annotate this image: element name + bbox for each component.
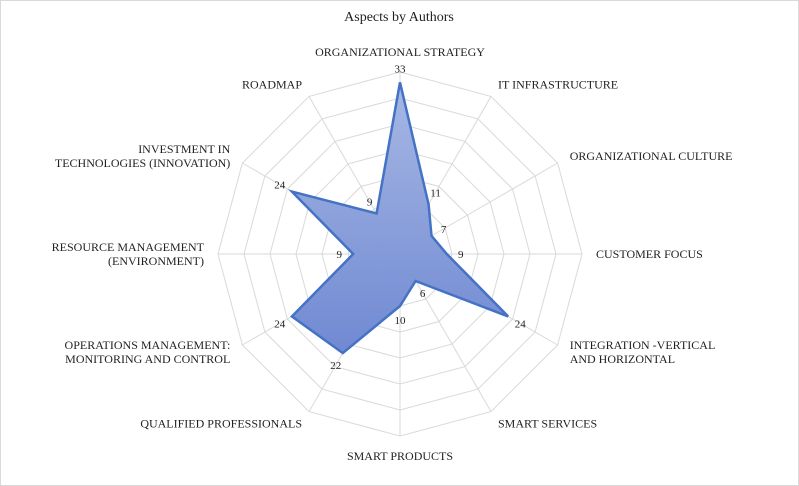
category-label: RESOURCE MANAGEMENT (ENVIRONMENT) [52,240,205,268]
data-label: 9 [367,196,373,208]
data-label: 9 [458,249,464,261]
category-label: OPERATIONS MANAGEMENT: MONITORING AND CON… [65,338,231,366]
value-label-layer: 33 11 7 9 24 6 10 22 24 9 24 9 [274,63,526,372]
data-label: 33 [395,63,407,75]
category-label: CUSTOMER FOCUS [596,247,703,261]
category-label: SMART SERVICES [498,417,597,431]
data-label: 10 [395,315,407,327]
category-label: SMART PRODUCTS [347,449,453,463]
category-label: QUALIFIED PROFESSIONALS [140,417,302,431]
data-label: 24 [274,318,286,330]
category-label-layer: ORGANIZATIONAL STRATEGY IT INFRASTRUCTURE… [52,45,733,463]
series-area [287,82,509,355]
data-label: 7 [441,224,447,236]
category-label: ORGANIZATIONAL CULTURE [570,149,733,163]
category-label: ROADMAP [242,77,302,91]
data-label: 24 [274,180,286,192]
series-layer [287,82,509,355]
category-label: INTEGRATION -VERTICAL AND HORIZONTAL [570,338,716,366]
data-label: 22 [330,360,341,372]
category-label: ORGANIZATIONAL STRATEGY [315,45,485,59]
data-label: 24 [515,318,527,330]
category-label: IT INFRASTRUCTURE [498,77,618,91]
data-label: 6 [420,288,426,300]
chart-title: Aspects by Authors [344,10,454,25]
data-label: 11 [430,187,441,199]
category-label: INVESTMENT IN TECHNOLOGIES (INNOVATION) [55,142,231,170]
data-label: 9 [336,249,342,261]
